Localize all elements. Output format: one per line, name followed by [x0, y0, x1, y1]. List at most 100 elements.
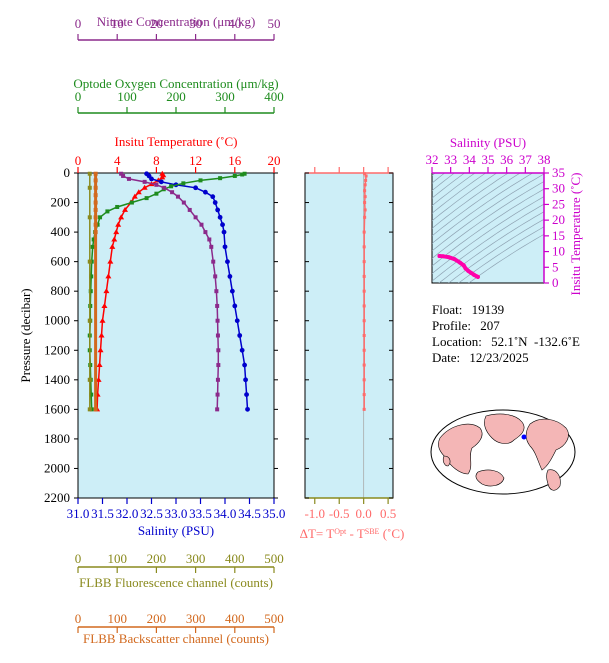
- salinity-tick-label: 32.5: [140, 506, 163, 521]
- delta-t-point: [362, 304, 366, 308]
- nitrate-point: [175, 194, 180, 199]
- temp-tick-label: 0: [75, 153, 82, 168]
- delta-t-point: [362, 245, 366, 249]
- oxygen-point: [115, 204, 120, 209]
- salinity-axis-label: Salinity (PSU): [138, 523, 214, 538]
- salinity-tick-label: 33.5: [189, 506, 212, 521]
- delta-t-tick-label: 0.5: [380, 506, 396, 521]
- ts-salinity-tick-label: 36: [500, 152, 514, 167]
- ts-salinity-tick-label: 37: [519, 152, 533, 167]
- salinity-point: [217, 214, 223, 220]
- main-axes: 0200400600800100012001400160018002000220…: [18, 14, 285, 646]
- temp-axis: 0 4 8 12 16 20 Insitu Temperature (˚C): [75, 134, 281, 173]
- delta-t-axis-label-part: SBE: [365, 527, 380, 536]
- ts-point: [452, 257, 457, 262]
- fluor-tick-label: 100: [107, 551, 127, 566]
- oxygen-tick-label: 200: [166, 89, 186, 104]
- temp-point: [122, 206, 129, 212]
- delta-t-tick-label: -0.5: [329, 506, 350, 521]
- nitrate-point: [187, 207, 192, 212]
- fluor-tick-label: 300: [186, 551, 206, 566]
- salinity-point: [215, 207, 221, 213]
- nitrate-point: [209, 244, 214, 249]
- delta-t-plot-area: [304, 172, 394, 499]
- fluor-tick-label: 400: [225, 551, 245, 566]
- fluor-tick-label: 200: [147, 551, 167, 566]
- oxygen-point: [218, 176, 223, 181]
- delta-t-point: [362, 393, 366, 397]
- delta-t-axis-label-part: ΔT= T: [300, 526, 335, 541]
- nitrate-point: [216, 348, 221, 353]
- temp-point: [115, 221, 122, 227]
- backscatter-point: [93, 171, 98, 176]
- ts-point: [466, 269, 471, 274]
- nitrate-point: [214, 289, 219, 294]
- delta-t-point: [363, 183, 367, 187]
- temp-point: [99, 317, 106, 323]
- salinity-point: [232, 303, 238, 309]
- info-float-label: Float:: [432, 302, 463, 317]
- delta-t-axes: -1.0 -0.5 0.0 0.5 ΔT= TOpt - TSBE (˚C): [300, 167, 405, 541]
- delta-t-profile-line: [363, 173, 367, 410]
- delta-t-point: [362, 289, 366, 293]
- salinity-tick-label: 31.5: [91, 506, 114, 521]
- ts-salinity-tick-label: 34: [463, 152, 477, 167]
- salinity-point: [237, 333, 243, 338]
- temp-point: [105, 273, 112, 279]
- info-date-label: Date:: [432, 350, 461, 365]
- temp-point: [111, 236, 118, 242]
- ts-isopycnal-line: [432, 173, 455, 191]
- temp-tick-label: 8: [153, 153, 160, 168]
- ts-salinity-tick-label: 38: [538, 152, 551, 167]
- salinity-point: [193, 185, 199, 191]
- ts-point: [461, 263, 466, 268]
- salinity-point: [221, 229, 227, 235]
- temp-point: [103, 288, 110, 294]
- ts-isopycnal-line: [468, 233, 544, 283]
- delta-t-axis-label-part: Opt: [334, 527, 347, 536]
- ts-temp-tick-label: 15: [552, 228, 565, 243]
- salinity-point: [239, 347, 245, 353]
- temp-point: [107, 258, 114, 264]
- nitrate-tick-label: 10: [111, 16, 124, 31]
- delta-t-point: [362, 334, 366, 337]
- backscatter-point: [93, 407, 98, 412]
- map-land-south-america: [546, 469, 561, 491]
- ts-isopycnal-line: [432, 173, 476, 206]
- salinity-point: [212, 200, 218, 205]
- salinity-tick-label: 34.0: [214, 506, 237, 521]
- main-profile-panel: 0200400600800100012001400160018002000220…: [18, 14, 285, 646]
- pressure-axis-label: Pressure (decibar): [18, 288, 33, 382]
- delta-t-point: [362, 319, 366, 323]
- nitrate-tick-label: 0: [75, 16, 82, 31]
- ts-point: [446, 255, 451, 260]
- info-date-value: 12/23/2025: [469, 350, 529, 365]
- salinity-point: [245, 406, 250, 412]
- oxygen-tick-label: 100: [117, 89, 137, 104]
- ts-isopycnal-line: [432, 181, 544, 259]
- pressure-tick-label: 800: [51, 283, 71, 298]
- nitrate-point: [126, 176, 131, 181]
- nitrate-point: [215, 333, 220, 338]
- temp-point: [98, 332, 105, 338]
- pressure-tick-label: 0: [64, 165, 71, 180]
- salinity-point: [220, 222, 225, 228]
- pressure-tick-label: 1800: [44, 431, 70, 446]
- ts-point: [475, 274, 480, 279]
- delta-t-point: [364, 178, 368, 182]
- delta-t-axis-label: ΔT= TOpt - TSBE (˚C): [300, 526, 405, 541]
- ts-isopycnals: [432, 173, 544, 283]
- map-float-location-marker: [521, 434, 527, 440]
- temp-point: [96, 362, 103, 368]
- nitrate-point: [213, 274, 218, 279]
- nitrate-axis: 0 10 20 30 40 50 Nitrate Concentration (μm/kg): [75, 14, 281, 41]
- backscatter-tick-label: 400: [225, 611, 245, 626]
- temp-tick-label: 12: [189, 153, 202, 168]
- nitrate-point: [162, 185, 167, 190]
- fluor-tick-label: 500: [264, 551, 284, 566]
- oxygen-point: [105, 209, 110, 214]
- salinity-tick-label: 35.0: [263, 506, 286, 521]
- nitrate-point: [215, 303, 220, 308]
